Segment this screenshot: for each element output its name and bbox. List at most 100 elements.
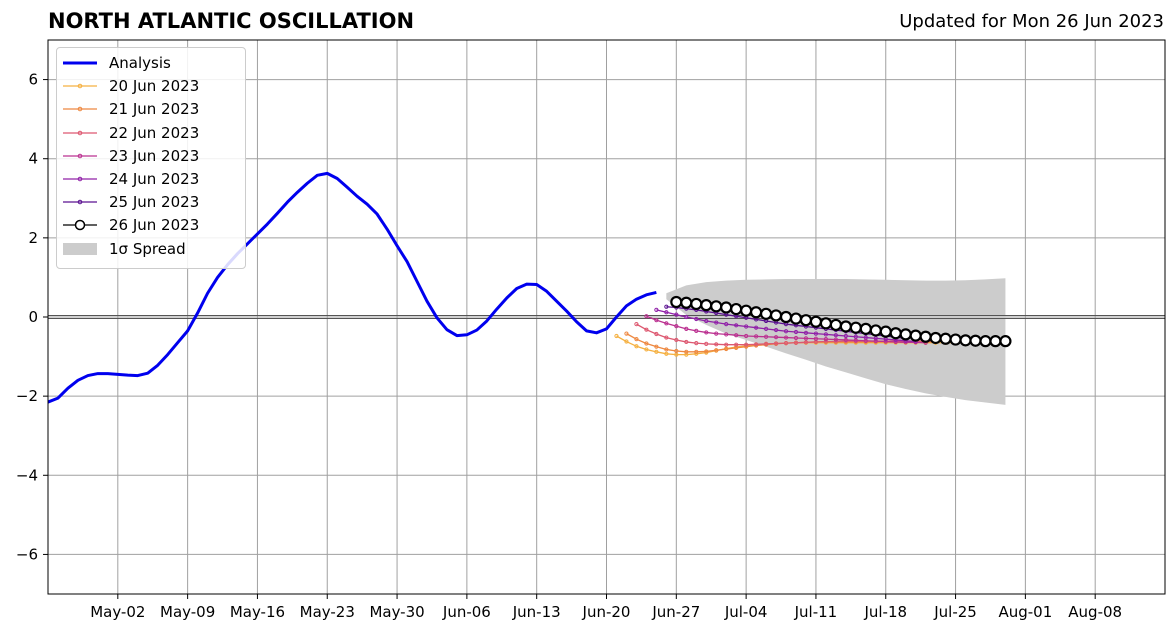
legend-label: 26 Jun 2023: [109, 216, 200, 235]
forecast-point: [634, 344, 639, 349]
plot-frame: [47, 39, 1166, 595]
forecast-point: [674, 337, 679, 343]
legend-label: 23 Jun 2023: [109, 146, 200, 165]
forecast-point: [843, 333, 848, 339]
forecast-point: [724, 342, 729, 347]
forecast-point: [859, 322, 872, 335]
forecast-point: [744, 324, 749, 329]
forecast-point: [969, 334, 982, 347]
legend-swatch: [63, 83, 97, 89]
forecast-point: [823, 332, 829, 337]
forecast-point: [684, 339, 689, 345]
forecast-point: [763, 326, 769, 331]
legend-label: 24 Jun 2023: [109, 170, 200, 188]
legend: Analysis 20 Jun 2023 21 Jun 2023 22 Jun 202…: [56, 47, 246, 269]
forecast-line: [656, 309, 916, 343]
forecast-point: [929, 331, 942, 345]
forecast-point: [664, 321, 669, 326]
forecast-point: [753, 342, 759, 347]
legend-label: 22 Jun 2023: [109, 123, 200, 142]
forecast-point: [779, 310, 793, 324]
forecast-point: [829, 318, 842, 332]
forecast-point: [734, 342, 739, 347]
forecast-series: [614, 295, 1012, 357]
x-tick-label: Jul-25: [933, 603, 977, 621]
forecast-point: [773, 335, 779, 340]
forecast-series-5: [654, 307, 918, 344]
axes: May-02 May-09 May-16 May-23 May-30 Jun-06 Jun-…: [16, 39, 1166, 621]
x-tick-label: May-09: [160, 603, 215, 621]
x-tick-label: Jun-20: [582, 603, 631, 621]
forecast-point: [714, 342, 719, 347]
forecast-point: [664, 310, 669, 315]
forecast-point: [614, 333, 619, 339]
forecast-point: [730, 302, 743, 316]
forecast-point: [783, 335, 789, 340]
forecast-point: [759, 307, 773, 320]
forecast-point: [803, 336, 809, 341]
forecast-point: [919, 330, 932, 343]
forecast-point: [684, 349, 689, 354]
forecast-point: [624, 331, 629, 336]
legend-swatch: [63, 61, 97, 65]
forecast-point: [799, 314, 813, 327]
legend-item: Analysis: [63, 52, 171, 74]
legend-item: 22 Jun 2023: [63, 122, 199, 144]
forecast-point: [644, 347, 649, 352]
forecast-point: [763, 334, 769, 339]
x-tick-label: Jul-04: [724, 603, 768, 621]
y-tick-label: 4: [28, 150, 38, 168]
legend-label: 20 Jun 2023: [109, 77, 200, 96]
x-tick-label: Jun-27: [651, 603, 700, 621]
forecast-point: [664, 304, 669, 309]
legend-swatch: [63, 220, 97, 231]
x-tick-label: Aug-01: [998, 603, 1052, 621]
forecast-point: [773, 327, 779, 333]
forecast-point: [710, 300, 723, 313]
x-tick-label: May-16: [230, 603, 285, 621]
forecast-point: [654, 349, 659, 354]
legend-marker: [77, 107, 83, 112]
legend-marker: [77, 176, 83, 182]
forecast-point: [803, 330, 809, 335]
forecast-point: [664, 335, 669, 340]
forecast-point: [644, 327, 649, 332]
forecast-point: [690, 297, 703, 311]
legend-marker: [77, 199, 83, 205]
forecast-point: [664, 351, 669, 356]
forecast-point: [793, 329, 799, 335]
forecast-point: [670, 295, 683, 309]
forecast-point: [714, 320, 719, 325]
forecast-point: [879, 325, 892, 338]
legend-item: 21 Jun 2023: [63, 98, 199, 120]
forecast-point: [654, 318, 659, 323]
forecast-point: [819, 317, 833, 330]
x-tick-label: Jul-11: [794, 603, 838, 621]
forecast-point: [720, 301, 733, 314]
y-tick-label: 2: [28, 229, 38, 247]
forecast-point: [869, 324, 882, 337]
forecast-point: [849, 321, 862, 334]
legend-label: Analysis: [109, 54, 171, 72]
legend-item: 23 Jun 2023: [63, 145, 199, 167]
legend-patch: [63, 242, 97, 255]
forecast-point: [833, 337, 838, 342]
chart-title: NORTH ATLANTIC OSCILLATION: [48, 9, 415, 33]
legend-swatch: [63, 176, 97, 182]
forecast-point: [684, 314, 689, 320]
legend-item: 20 Jun 2023: [63, 75, 199, 97]
forecast-line: [646, 315, 926, 344]
forecast-point: [803, 340, 809, 345]
forecast-point: [724, 332, 729, 337]
forecast-point: [793, 335, 799, 341]
forecast-point: [749, 306, 763, 319]
forecast-point: [644, 314, 649, 319]
x-tick-label: Jun-13: [512, 603, 561, 621]
forecast-point: [899, 328, 912, 341]
forecast-point: [813, 336, 819, 341]
forecast-point: [654, 307, 659, 312]
forecast-point: [674, 324, 679, 329]
forecast-point: [909, 329, 922, 342]
forecast-point: [680, 296, 693, 309]
y-tick-label: −4: [16, 466, 38, 484]
